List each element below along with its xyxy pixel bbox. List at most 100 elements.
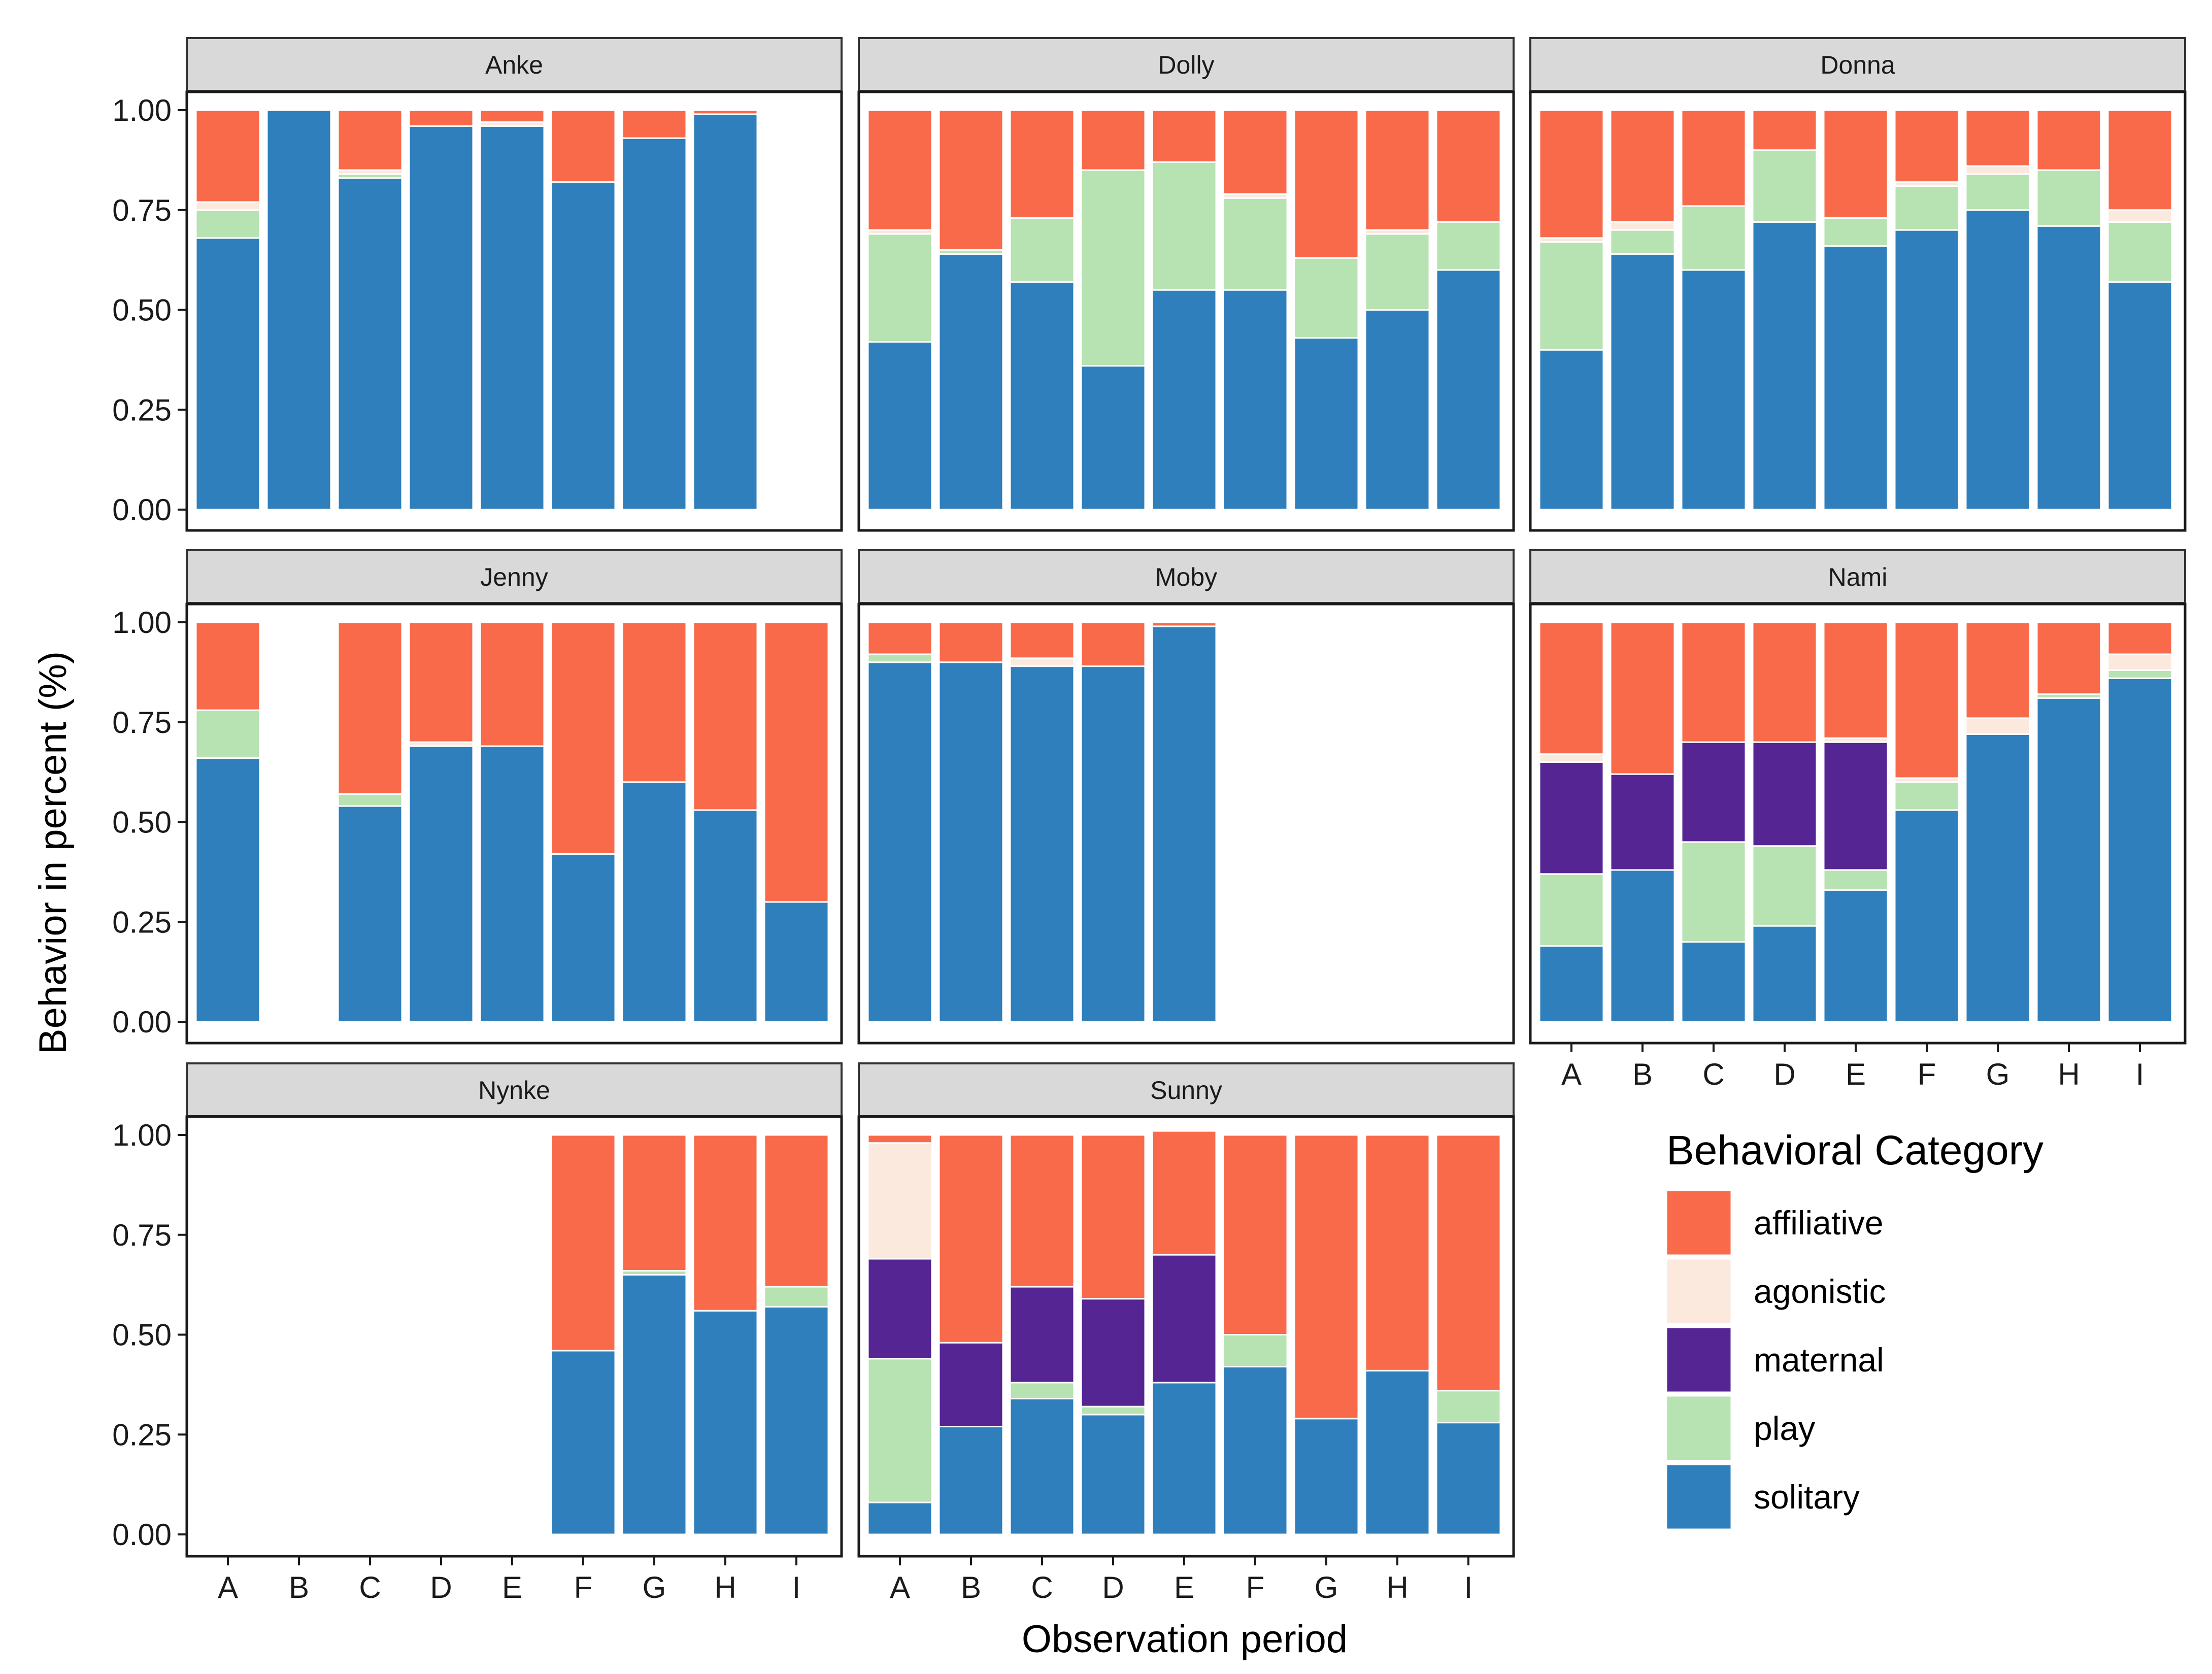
bar-jenny-h-affiliative bbox=[692, 621, 758, 811]
legend-label-play: play bbox=[1754, 1410, 1815, 1447]
panel-dolly: Dolly bbox=[857, 37, 1515, 532]
bar-nami-g-affiliative bbox=[1965, 621, 2031, 719]
panel-title-nami: Nami bbox=[1828, 563, 1888, 591]
legend: Behavioral Category affiliative agonistic… bbox=[1665, 1127, 2043, 1530]
panel-strip-anke bbox=[186, 37, 843, 92]
x-tick-label: G bbox=[643, 1570, 666, 1604]
bar-jenny-i-affiliative bbox=[763, 621, 829, 903]
y-tick-label: 1.00 bbox=[112, 93, 172, 127]
bar-donna-a-play bbox=[1538, 241, 1604, 351]
panel-jenny: Jenny 0.00 0.25 0.50 0.75 1.00 bbox=[112, 549, 843, 1045]
x-tick-label: D bbox=[1773, 1057, 1795, 1091]
bar-donna-g-solitary bbox=[1965, 209, 2031, 511]
bar-nynke-i-play bbox=[763, 1286, 829, 1308]
x-tick-label: A bbox=[218, 1570, 238, 1604]
panel-title-jenny: Jenny bbox=[480, 563, 548, 591]
bar-jenny-a-solitary bbox=[195, 757, 261, 1023]
bar-jenny-c-affiliative bbox=[337, 621, 403, 795]
x-tick-label: F bbox=[574, 1570, 593, 1604]
bar-anke-a-play bbox=[195, 209, 261, 239]
y-tick-label: 0.00 bbox=[112, 1005, 172, 1039]
bar-nynke-f-solitary bbox=[550, 1350, 616, 1535]
x-tick-label: H bbox=[1386, 1570, 1408, 1604]
bar-sunny-d-play bbox=[1080, 1405, 1146, 1416]
panel-nami: Nami A B C D E F G H I bbox=[1529, 549, 2187, 1091]
y-tick-label: 0.75 bbox=[112, 706, 172, 740]
bar-donna-i-affiliative bbox=[2107, 109, 2173, 211]
x-tick-label: I bbox=[2136, 1057, 2144, 1091]
bar-anke-d-solitary bbox=[408, 125, 474, 511]
bar-sunny-a-solitary bbox=[867, 1501, 933, 1535]
bar-anke-c-affiliative bbox=[337, 109, 403, 171]
bar-donna-d-solitary bbox=[1752, 221, 1818, 511]
y-tick-label: 0.75 bbox=[112, 1218, 172, 1252]
bar-nami-a-affiliative bbox=[1538, 621, 1604, 755]
x-tick-label: C bbox=[1702, 1057, 1724, 1091]
bar-nami-i-affiliative bbox=[2107, 621, 2173, 655]
bar-nynke-g-affiliative bbox=[621, 1134, 687, 1272]
bar-moby-a-solitary bbox=[867, 661, 933, 1023]
y-tick-label: 0.50 bbox=[112, 293, 172, 327]
bar-dolly-d-solitary bbox=[1080, 365, 1146, 511]
bar-dolly-g-solitary bbox=[1293, 337, 1359, 511]
bar-dolly-e-play bbox=[1151, 161, 1217, 291]
x-tick-label: I bbox=[1464, 1570, 1473, 1604]
bar-jenny-f-solitary bbox=[550, 853, 616, 1023]
bar-moby-a-play bbox=[867, 653, 933, 663]
bar-sunny-g-affiliative bbox=[1293, 1134, 1359, 1420]
bar-sunny-f-affiliative bbox=[1222, 1134, 1288, 1335]
bar-moby-b-solitary bbox=[938, 661, 1004, 1023]
x-tick-label: H bbox=[714, 1570, 736, 1604]
bar-anke-f-solitary bbox=[550, 181, 616, 511]
bar-nami-f-affiliative bbox=[1894, 621, 1960, 779]
bar-nami-b-solitary bbox=[1610, 869, 1675, 1023]
x-tick-label: F bbox=[1918, 1057, 1936, 1091]
bar-jenny-f-affiliative bbox=[550, 621, 616, 855]
legend-label-agonistic: agonistic bbox=[1754, 1273, 1886, 1310]
panel-strip-nami bbox=[1529, 549, 2186, 604]
legend-label-maternal: maternal bbox=[1754, 1341, 1884, 1379]
bar-jenny-c-play bbox=[337, 793, 403, 807]
bar-moby-d-affiliative bbox=[1080, 621, 1146, 667]
y-tick-label: 1.00 bbox=[112, 606, 172, 640]
bar-jenny-a-affiliative bbox=[195, 621, 261, 711]
bar-sunny-h-solitary bbox=[1364, 1369, 1430, 1535]
bar-sunny-i-solitary bbox=[1435, 1422, 1501, 1535]
bar-anke-d-affiliative bbox=[408, 109, 474, 127]
bar-donna-b-play bbox=[1610, 229, 1675, 255]
x-tick-label: G bbox=[1315, 1570, 1338, 1604]
x-tick-label: C bbox=[1031, 1570, 1053, 1604]
bar-moby-e-solitary bbox=[1151, 625, 1217, 1023]
x-tick-label: A bbox=[890, 1570, 910, 1604]
bar-sunny-d-solitary bbox=[1080, 1414, 1146, 1535]
bar-dolly-a-solitary bbox=[867, 341, 933, 511]
bar-donna-d-play bbox=[1752, 149, 1818, 223]
bar-nami-b-affiliative bbox=[1610, 621, 1675, 775]
bar-dolly-h-solitary bbox=[1364, 309, 1430, 511]
x-tick-label: B bbox=[961, 1570, 981, 1604]
bar-sunny-b-affiliative bbox=[938, 1134, 1004, 1344]
legend-key-affiliative bbox=[1665, 1189, 1732, 1256]
bar-sunny-a-play bbox=[867, 1358, 933, 1503]
bar-jenny-g-affiliative bbox=[621, 621, 687, 783]
bar-sunny-b-maternal bbox=[938, 1342, 1004, 1428]
bar-nynke-i-solitary bbox=[763, 1305, 829, 1535]
bar-anke-f-affiliative bbox=[550, 109, 616, 183]
x-tick-label: E bbox=[502, 1570, 522, 1604]
y-tick-label: 0.50 bbox=[112, 1318, 172, 1352]
bar-sunny-h-affiliative bbox=[1364, 1134, 1430, 1371]
bar-donna-c-solitary bbox=[1681, 269, 1747, 511]
bar-anke-g-solitary bbox=[621, 137, 687, 511]
bar-jenny-a-play bbox=[195, 709, 261, 759]
bar-nami-e-affiliative bbox=[1823, 621, 1889, 739]
x-tick-label: I bbox=[792, 1570, 801, 1604]
panel-strip-nynke bbox=[186, 1062, 843, 1117]
panel-strip-jenny bbox=[186, 549, 843, 604]
bar-moby-c-affiliative bbox=[1009, 621, 1075, 659]
x-tick-label: B bbox=[1632, 1057, 1653, 1091]
y-tick-label: 0.25 bbox=[112, 1418, 172, 1452]
bar-dolly-e-solitary bbox=[1151, 289, 1217, 511]
bar-moby-c-agonistic bbox=[1009, 657, 1075, 667]
bar-sunny-a-maternal bbox=[867, 1258, 933, 1360]
y-tick-label: 0.50 bbox=[112, 806, 172, 840]
